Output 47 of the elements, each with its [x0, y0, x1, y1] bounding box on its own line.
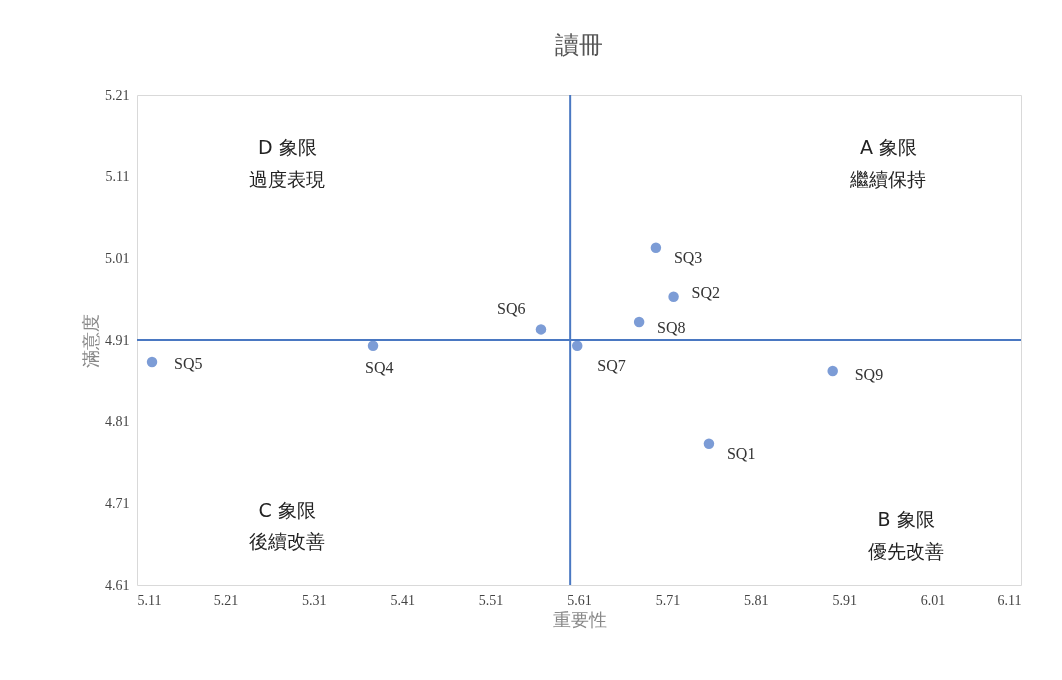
x-tick-label: 5.61 [567, 592, 592, 608]
annotation: A 象限 [859, 135, 917, 158]
y-axis-title: 滿意度 [81, 313, 101, 368]
y-tick-label: 5.01 [105, 250, 130, 266]
annotation: D 象限 [257, 135, 317, 158]
point [571, 340, 583, 351]
annotation: C 象限 [258, 498, 316, 521]
annotation: 過度表現 [249, 167, 326, 190]
x-tick-label: 5.21 [213, 592, 239, 608]
series-label: SQ1 [726, 444, 756, 462]
point [650, 242, 662, 253]
x-tick-label: 6.11 [997, 592, 1022, 608]
annotation: 繼續保持 [849, 167, 927, 190]
y-tick-label: 4.61 [105, 577, 130, 593]
chart-title: 讀冊 [555, 32, 603, 58]
annotation: B 象限 [877, 508, 935, 531]
point [535, 324, 547, 335]
point [633, 316, 645, 328]
annotation: 優先改善 [868, 540, 945, 563]
x-tick-label: 5.51 [478, 592, 504, 608]
y-tick-label: 4.71 [105, 495, 130, 511]
point [146, 356, 158, 368]
series-label: SQ5 [174, 355, 203, 373]
x-tick-label: 5.71 [655, 592, 681, 608]
series-label: SQ6 [496, 300, 526, 318]
x-tick-label: 5.31 [302, 592, 327, 608]
series-label: SQ9 [854, 366, 884, 384]
series-label: SQ4 [365, 358, 394, 376]
point [827, 365, 838, 377]
x-tick-label: 5.81 [744, 592, 769, 608]
series-label: SQ8 [657, 319, 686, 337]
point [703, 438, 715, 449]
y-tick-label: 5.11 [105, 169, 130, 185]
series-label: SQ3 [673, 248, 703, 266]
x-axis-title: 重要性 [552, 609, 607, 630]
x-tick-label: 5.11 [137, 592, 162, 608]
y-tick-label: 4.81 [105, 414, 130, 430]
x-tick-label: 5.41 [390, 592, 415, 608]
series-label: SQ7 [597, 356, 626, 374]
x-tick-label: 5.91 [832, 592, 857, 608]
point [367, 340, 379, 351]
y-tick-label: 4.91 [105, 332, 130, 348]
annotation: 後續改善 [249, 530, 326, 553]
series-label: SQ2 [691, 283, 721, 301]
x-tick-label: 6.01 [920, 592, 946, 608]
point [668, 291, 679, 302]
y-tick-label: 5.21 [105, 87, 130, 103]
